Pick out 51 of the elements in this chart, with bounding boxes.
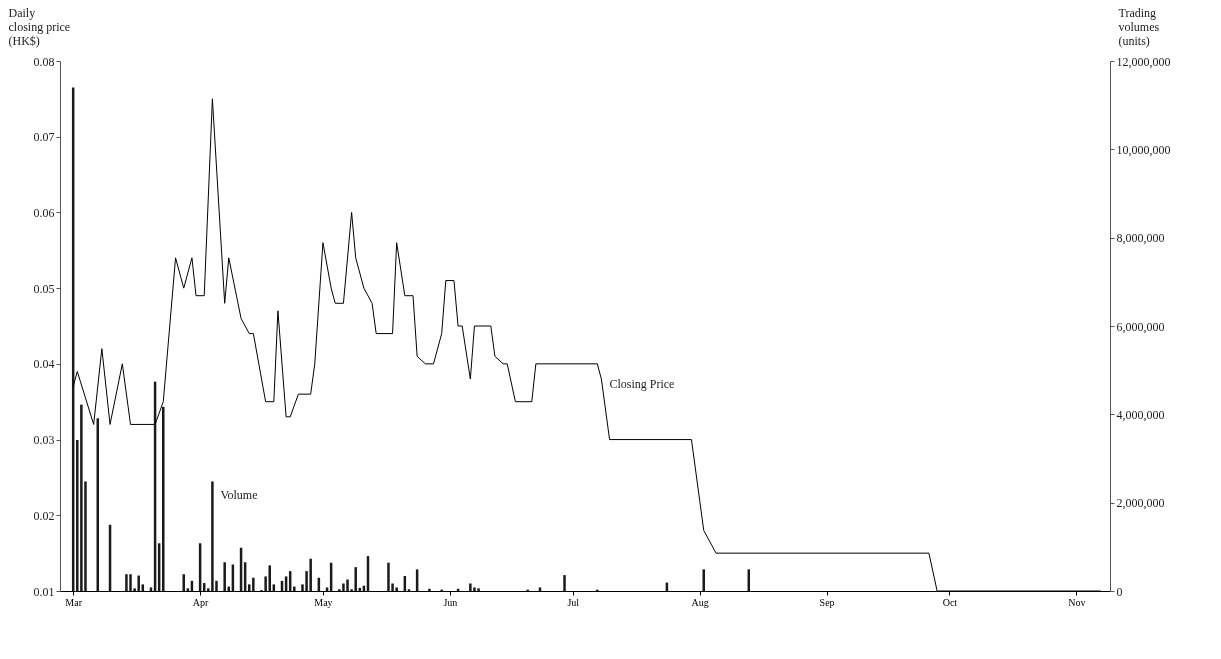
bar (309, 558, 312, 591)
bar (354, 567, 357, 591)
x-tick-label: Apr (192, 596, 210, 608)
x-tick-label: Jul (567, 596, 580, 608)
y-tick-label: 0.03 (33, 433, 55, 448)
bar (477, 588, 480, 591)
bar (563, 575, 566, 591)
y-axis-title: Daily closing price (HK$) (8, 5, 71, 48)
bar (129, 574, 132, 591)
y2-tick-label: 6,000,000 (1116, 319, 1165, 334)
x-tick-label: Mar (65, 596, 83, 608)
y-tick-label: 0.05 (33, 281, 55, 296)
y2-tick-label: 4,000,000 (1116, 407, 1165, 422)
x-tick-label: Sep (819, 596, 835, 608)
y2-tick-label: 10,000,000 (1116, 142, 1171, 157)
bar (125, 574, 128, 591)
bar (473, 587, 476, 591)
y-tick-label: 0.04 (33, 357, 55, 372)
bar (702, 569, 705, 591)
bar (387, 562, 390, 591)
bar (428, 588, 431, 591)
bar (182, 574, 185, 591)
x-tick-label: Oct (942, 596, 958, 608)
y2-axis-title: Trading volumes (units) (1118, 5, 1160, 48)
bar (268, 565, 271, 591)
bar (395, 587, 398, 591)
x-tick-label: Jun (443, 596, 458, 608)
series-label: Closing Price (609, 377, 675, 391)
y2-tick-label: 0 (1116, 584, 1123, 599)
y-tick-label: 0.08 (33, 54, 55, 69)
bar (137, 575, 140, 591)
x-tick-label: Nov (1068, 596, 1086, 608)
bar (469, 583, 472, 591)
x-tick-label: May (314, 596, 333, 608)
bar (346, 579, 349, 591)
x-tick-label: Aug (691, 596, 709, 608)
y2-tick-label: 12,000,000 (1116, 54, 1171, 69)
y2-tick-label: 2,000,000 (1116, 496, 1165, 511)
bar (211, 481, 214, 591)
series-label: Volume (220, 488, 258, 503)
bar (342, 583, 345, 591)
bar (162, 406, 165, 591)
bar (223, 562, 226, 591)
y2-tick-label: 8,000,000 (1116, 231, 1165, 246)
y-tick-label: 0.06 (33, 205, 55, 220)
y-tick-label: 0.07 (33, 130, 55, 145)
bar (80, 404, 83, 591)
y-tick-label: 0.01 (33, 584, 55, 599)
bar (293, 586, 296, 591)
bar (252, 577, 255, 591)
y-tick-label: 0.02 (33, 508, 55, 523)
